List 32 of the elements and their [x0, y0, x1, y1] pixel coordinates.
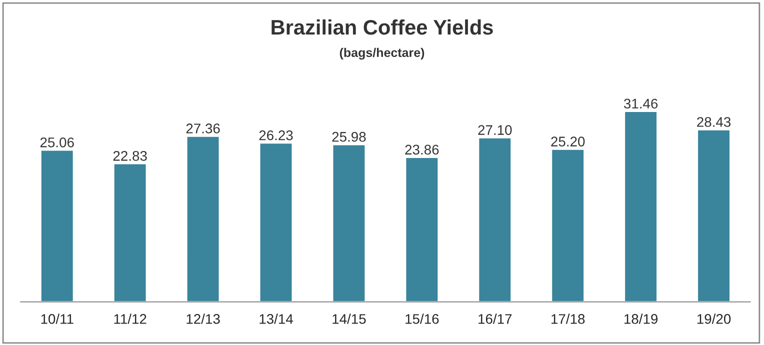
x-tick-label: 10/11: [41, 314, 74, 324]
x-tick-label: 15/16: [406, 314, 439, 324]
x-tick-label: 11/12: [114, 314, 146, 324]
bar: [696, 128, 731, 302]
x-tick-label: 19/20: [697, 314, 731, 324]
x-tick-label: 13/14: [260, 314, 293, 324]
data-label: 27.10: [478, 125, 512, 135]
x-tick-label: 17/18: [552, 314, 585, 324]
data-label: 27.36: [186, 124, 220, 134]
data-label: 31.46: [624, 98, 658, 109]
data-label: 28.43: [697, 117, 731, 127]
chart-subtitle: (bags/hectare): [340, 48, 424, 60]
data-label: 25.20: [551, 136, 585, 146]
x-tick-label: 14/15: [332, 314, 366, 324]
data-label: 26.23: [259, 130, 293, 140]
bar: [550, 148, 585, 302]
x-tick-label: 16/17: [478, 314, 512, 324]
bar: [112, 162, 148, 302]
bar: [186, 135, 220, 302]
x-tick-label: 18/19: [624, 314, 658, 324]
data-label: 23.86: [405, 144, 439, 155]
bar: [624, 110, 658, 302]
chart-title: Brazilian Coffee Yields: [272, 19, 493, 35]
bar: [40, 149, 74, 302]
data-label: 25.06: [40, 137, 74, 148]
data-label: 22.83: [113, 151, 147, 161]
bar: [478, 137, 512, 302]
bar: [404, 156, 440, 302]
data-label: 25.98: [332, 132, 366, 142]
bar: [258, 142, 294, 302]
x-tick-label: 12/13: [186, 314, 220, 324]
bar: [332, 144, 366, 302]
